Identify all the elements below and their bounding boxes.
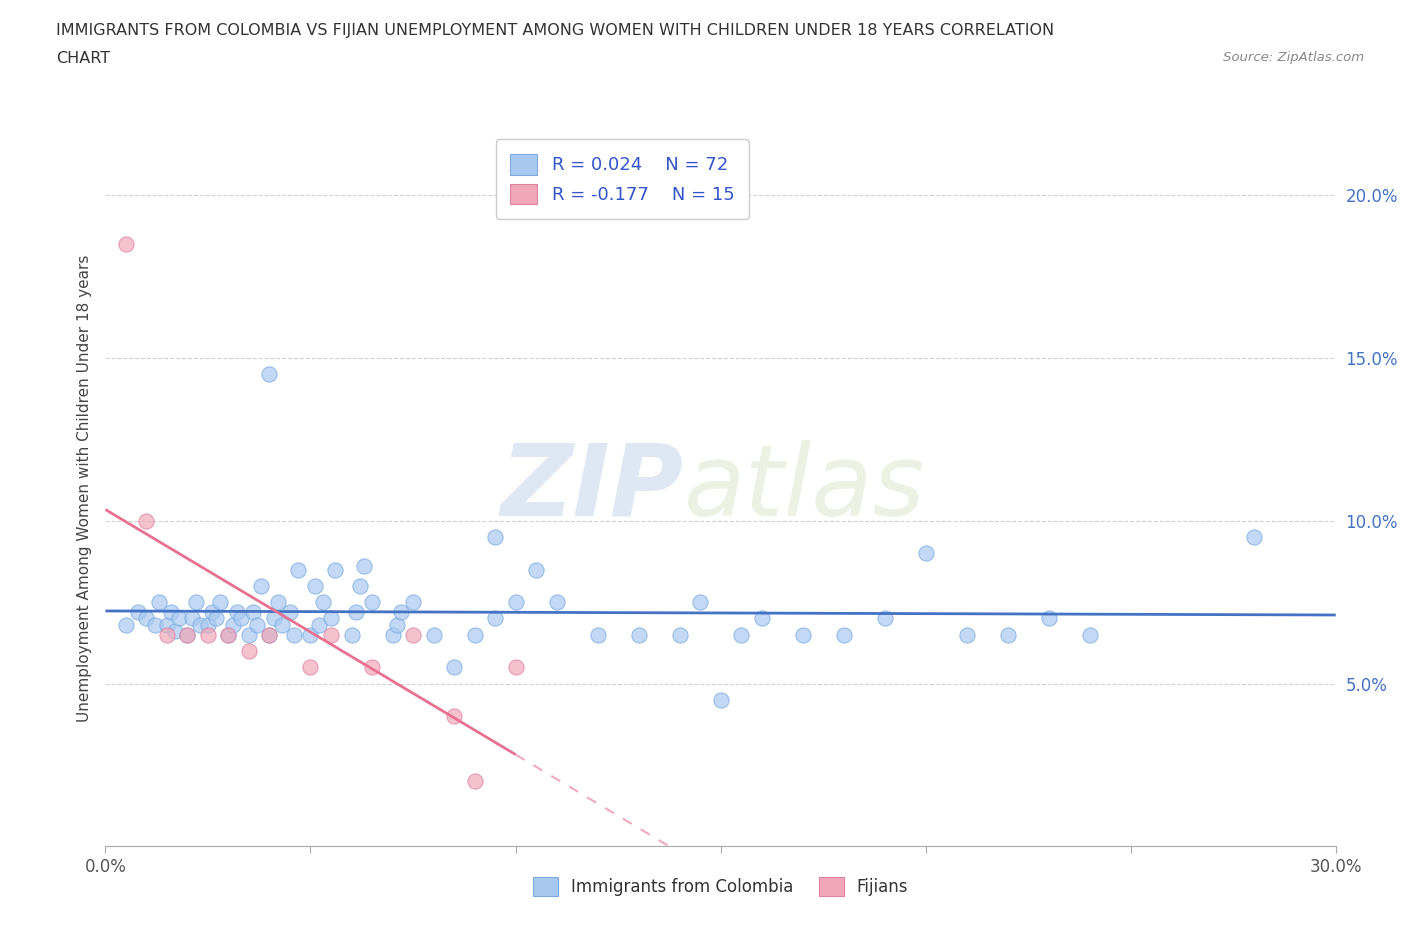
Text: Source: ZipAtlas.com: Source: ZipAtlas.com	[1223, 51, 1364, 64]
Point	[586, 628, 609, 643]
Point	[218, 628, 240, 643]
Point	[792, 628, 814, 643]
Y-axis label: Unemployment Among Women with Children Under 18 years: Unemployment Among Women with Children U…	[76, 255, 91, 722]
Point	[259, 628, 281, 643]
Text: atlas: atlas	[683, 440, 925, 537]
Point	[246, 618, 269, 632]
Point	[221, 618, 243, 632]
Legend: Immigrants from Colombia, Fijians: Immigrants from Colombia, Fijians	[519, 864, 922, 910]
Point	[188, 618, 211, 632]
Point	[385, 618, 408, 632]
Text: ZIP: ZIP	[501, 440, 683, 537]
Text: IMMIGRANTS FROM COLOMBIA VS FIJIAN UNEMPLOYMENT AMONG WOMEN WITH CHILDREN UNDER : IMMIGRANTS FROM COLOMBIA VS FIJIAN UNEMP…	[56, 23, 1054, 38]
Point	[259, 367, 281, 382]
Point	[402, 595, 425, 610]
Point	[381, 628, 404, 643]
Text: CHART: CHART	[56, 51, 110, 66]
Point	[402, 628, 425, 643]
Point	[319, 611, 342, 626]
Point	[287, 562, 309, 577]
Point	[627, 628, 650, 643]
Point	[914, 546, 936, 561]
Point	[115, 237, 138, 252]
Point	[165, 624, 187, 639]
Point	[283, 628, 305, 643]
Point	[299, 660, 322, 675]
Point	[524, 562, 547, 577]
Point	[263, 611, 285, 626]
Point	[422, 628, 444, 643]
Point	[319, 628, 342, 643]
Point	[242, 604, 264, 619]
Point	[340, 628, 363, 643]
Point	[143, 618, 166, 632]
Point	[160, 604, 183, 619]
Point	[299, 628, 322, 643]
Point	[238, 628, 260, 643]
Point	[259, 628, 281, 643]
Point	[304, 578, 326, 593]
Point	[184, 595, 207, 610]
Point	[169, 611, 191, 626]
Point	[464, 774, 486, 789]
Point	[344, 604, 367, 619]
Point	[956, 628, 979, 643]
Point	[443, 709, 465, 724]
Point	[1038, 611, 1060, 626]
Point	[308, 618, 330, 632]
Point	[218, 628, 240, 643]
Point	[710, 692, 733, 708]
Point	[225, 604, 247, 619]
Point	[1078, 628, 1101, 643]
Point	[197, 628, 219, 643]
Point	[135, 513, 157, 528]
Point	[267, 595, 290, 610]
Point	[312, 595, 335, 610]
Point	[156, 618, 179, 632]
Point	[115, 618, 138, 632]
Point	[505, 595, 527, 610]
Point	[353, 559, 375, 574]
Point	[201, 604, 224, 619]
Point	[505, 660, 527, 675]
Point	[484, 611, 506, 626]
Point	[443, 660, 465, 675]
Point	[156, 628, 179, 643]
Point	[349, 578, 371, 593]
Point	[730, 628, 752, 643]
Point	[250, 578, 273, 593]
Point	[176, 628, 198, 643]
Point	[484, 530, 506, 545]
Point	[361, 660, 384, 675]
Point	[135, 611, 157, 626]
Point	[546, 595, 568, 610]
Point	[323, 562, 346, 577]
Point	[668, 628, 690, 643]
Point	[361, 595, 384, 610]
Point	[229, 611, 252, 626]
Point	[873, 611, 896, 626]
Point	[751, 611, 773, 626]
Point	[238, 644, 260, 658]
Point	[689, 595, 711, 610]
Point	[997, 628, 1019, 643]
Point	[180, 611, 202, 626]
Point	[205, 611, 228, 626]
Point	[389, 604, 412, 619]
Point	[278, 604, 301, 619]
Point	[270, 618, 292, 632]
Point	[197, 618, 219, 632]
Point	[148, 595, 170, 610]
Point	[464, 628, 486, 643]
Point	[1243, 530, 1265, 545]
Point	[127, 604, 149, 619]
Point	[176, 628, 198, 643]
Point	[832, 628, 855, 643]
Point	[209, 595, 232, 610]
